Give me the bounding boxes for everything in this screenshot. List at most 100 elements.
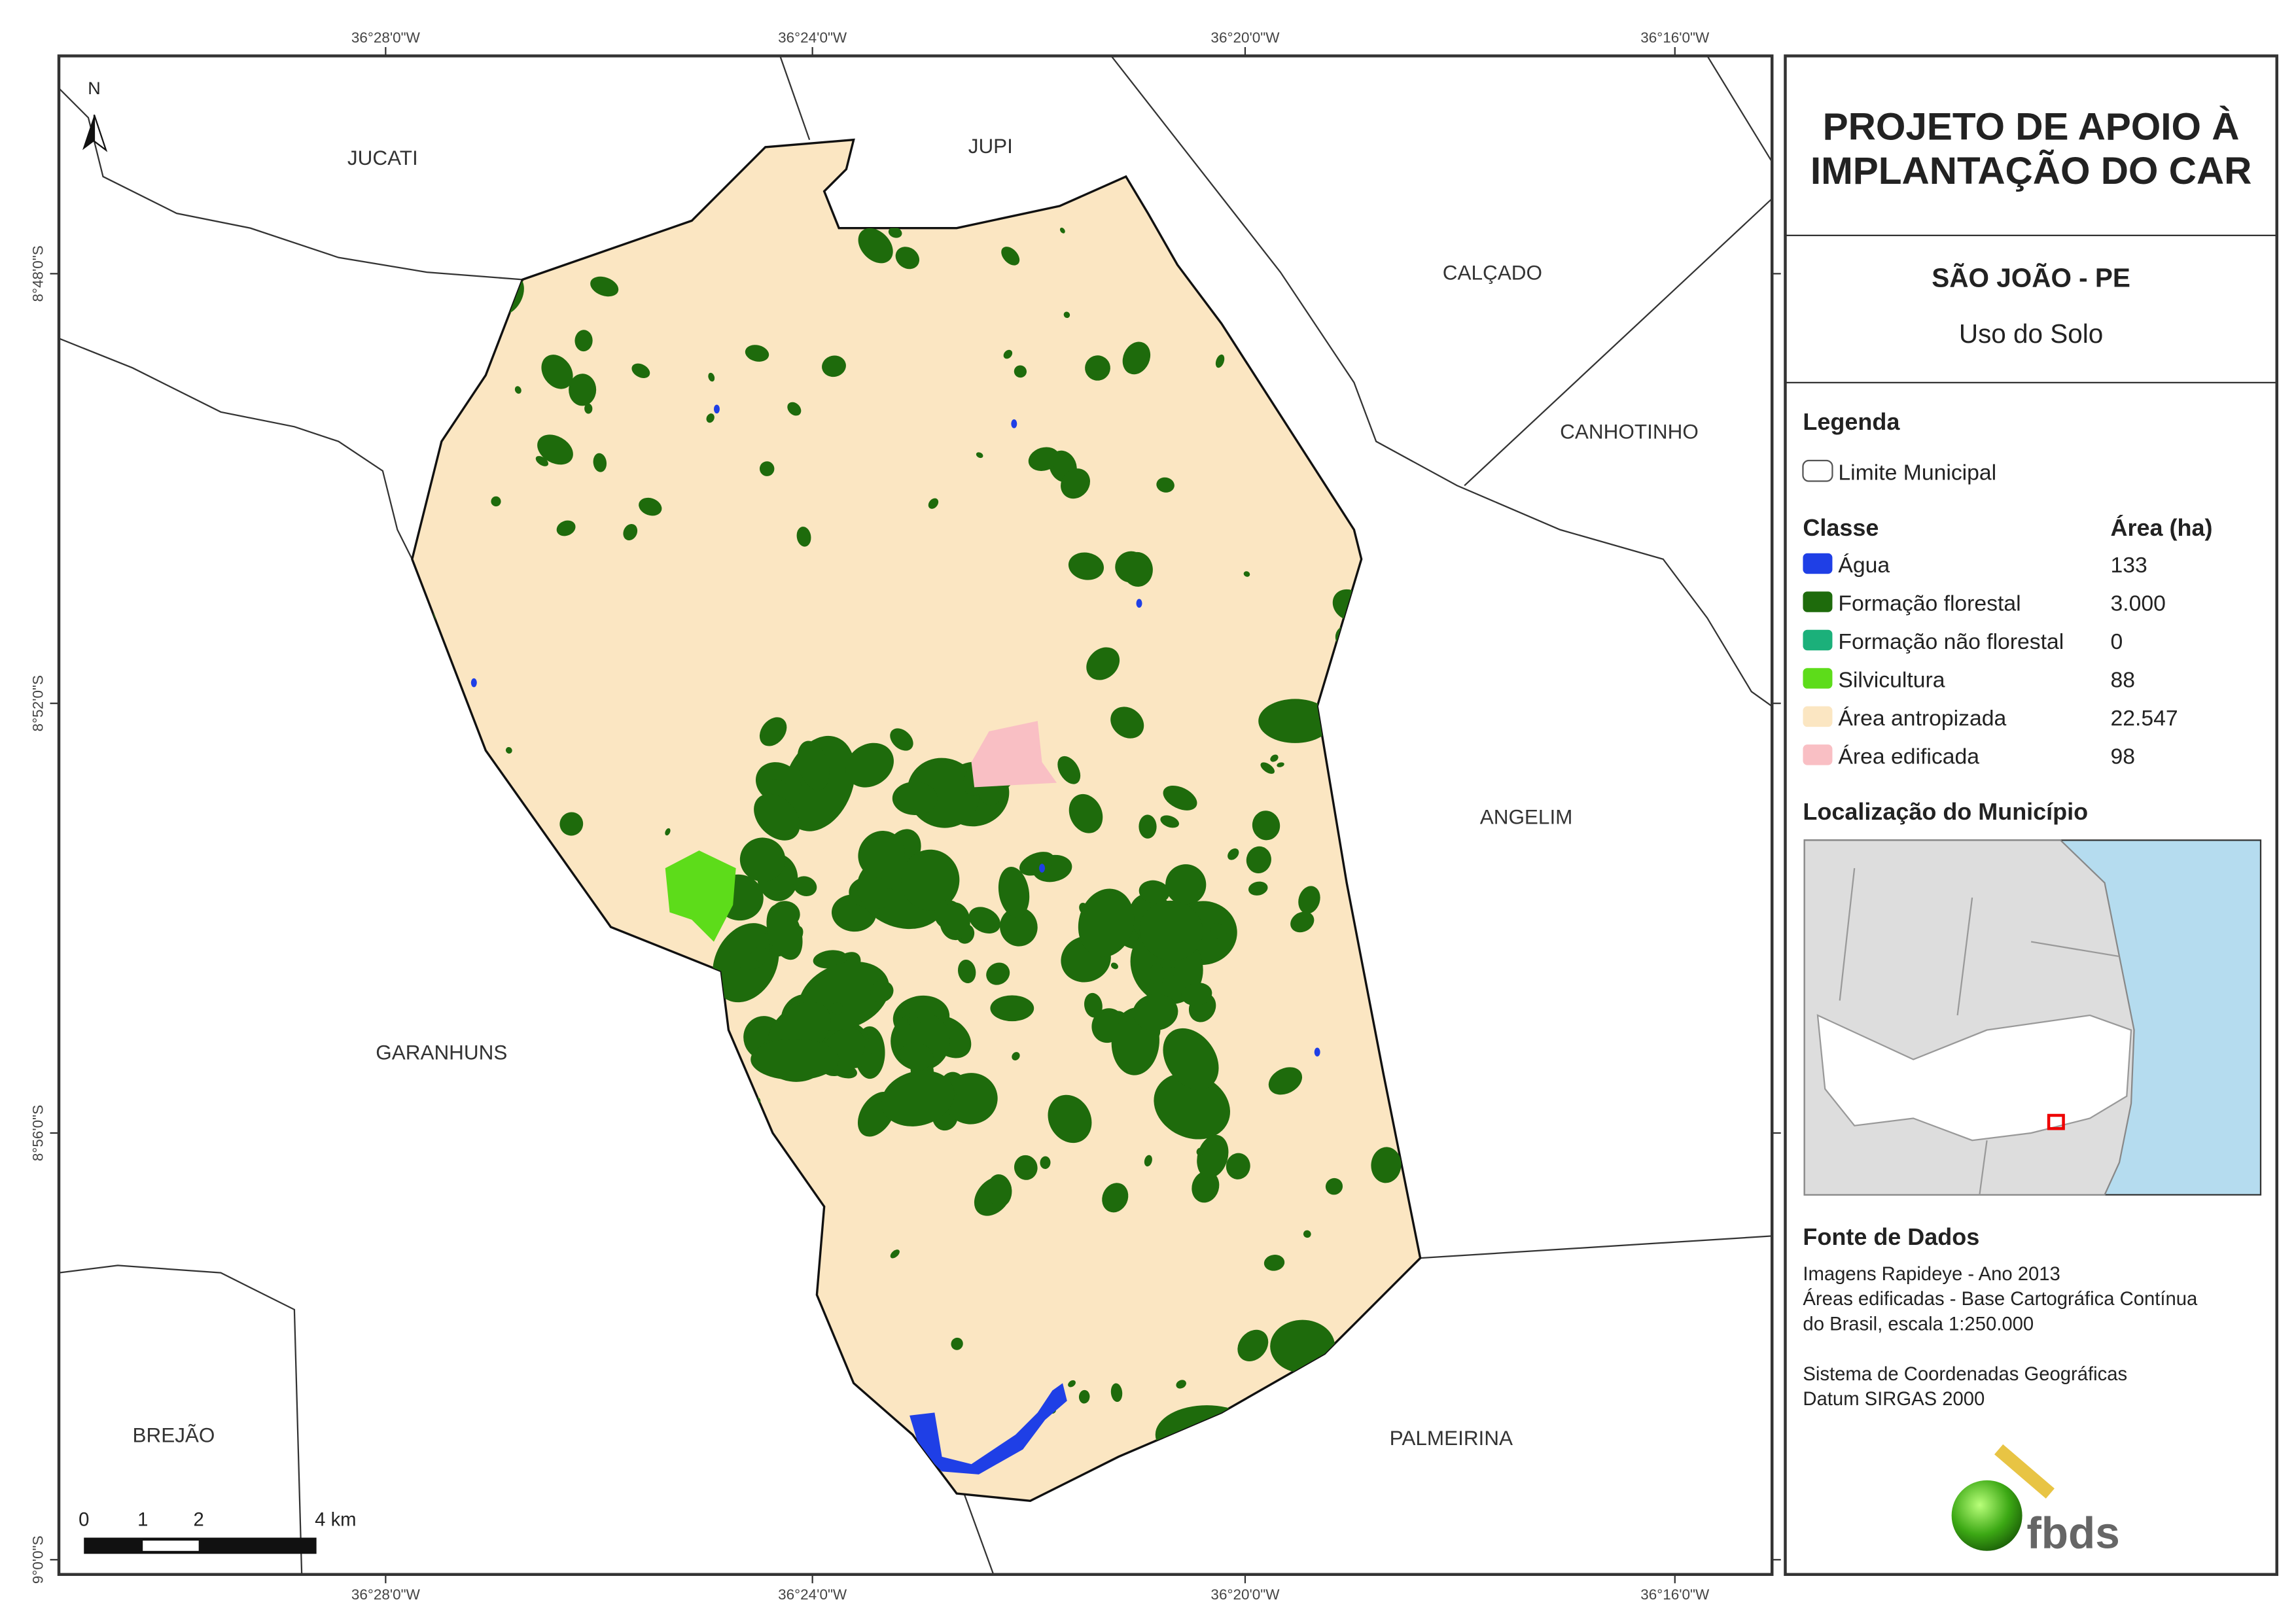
scale-label: 1 [137, 1510, 148, 1531]
source-line: Sistema de Coordenadas Geográficas [1803, 1364, 2127, 1385]
lon-tick-label: 36°20'0"W [1210, 1586, 1280, 1603]
lon-tick-label: 36°24'0"W [778, 29, 847, 46]
forest-patch [890, 1249, 900, 1259]
silviculture [665, 850, 736, 942]
municipality-label: BREJÃO [132, 1423, 215, 1446]
forest-patch [1210, 923, 1227, 939]
forest-patch [623, 523, 638, 541]
forest-patch [1150, 963, 1165, 986]
forest-patch [858, 831, 905, 879]
lat-tick-label: 9°0'0"S [29, 1535, 46, 1584]
forest-patch [1085, 355, 1110, 381]
forest-patch [541, 355, 573, 389]
forest-patch [593, 453, 607, 472]
forest-patch [1068, 552, 1104, 580]
forest-patch [796, 527, 811, 547]
forest-patch [1268, 1067, 1303, 1095]
water-patch [1136, 599, 1142, 608]
forest-patch [928, 498, 939, 509]
forest-patch [830, 1002, 843, 1015]
water-patch [1314, 1047, 1320, 1057]
forest-patch [813, 950, 847, 969]
legend-area: 133 [2111, 553, 2147, 578]
forest-patch [1181, 983, 1212, 1006]
forest-patch [1078, 888, 1135, 958]
legend-area: 88 [2111, 667, 2136, 692]
title-line: PROJETO DE APOIO À [1823, 105, 2240, 148]
lat-tick-label: 8°52'0"S [29, 675, 46, 731]
forest-patch [514, 386, 521, 394]
forest-patch [754, 794, 800, 841]
forest-patch [708, 372, 715, 382]
forest-patch [1110, 1383, 1123, 1403]
source-line: Áreas edificadas - Base Cartográfica Con… [1803, 1288, 2198, 1310]
area-header: Área (ha) [2111, 514, 2213, 541]
forest-patch [1110, 962, 1118, 969]
forest-patch [1028, 447, 1059, 471]
forest-patch [745, 345, 769, 362]
lon-tick-label: 36°28'0"W [351, 29, 421, 46]
municipality-label: CALÇADO [1443, 260, 1542, 284]
forest-patch [1019, 852, 1055, 876]
scale-bar [84, 1537, 317, 1554]
forest-patch [939, 902, 970, 941]
legend-class: Formação não florestal [1838, 629, 2064, 654]
water-patch [1039, 864, 1046, 873]
forest-patch [1139, 880, 1170, 904]
forest-patch [537, 434, 573, 465]
forest-patch [999, 907, 1038, 947]
forest-patch [968, 907, 1000, 934]
forest-patch [1110, 707, 1144, 739]
forest-patch [1169, 966, 1176, 977]
forest-patch [1192, 1170, 1220, 1203]
forest-patch [556, 520, 576, 536]
forest-patch [1144, 1155, 1152, 1167]
water-patch [470, 678, 477, 688]
forest-patch [1048, 1094, 1092, 1143]
forest-patch [1165, 864, 1207, 905]
forest-patch [1163, 785, 1197, 811]
forest-patch [1227, 848, 1239, 860]
forest-patch [998, 867, 1030, 918]
scale-label: 4 km [315, 1510, 356, 1531]
forest-patch [1069, 794, 1103, 833]
forest-patch [1061, 468, 1090, 499]
forest-patch [706, 413, 715, 423]
forest-patch [569, 374, 597, 406]
legend-class: Água [1838, 553, 1890, 578]
forest-patch [1040, 1156, 1051, 1169]
lat-tick-label: 8°48'0"S [29, 245, 46, 302]
lon-tick-label: 36°16'0"W [1640, 29, 1710, 46]
forest-patch [1270, 754, 1279, 762]
legend-class: Área antropizada [1838, 706, 2006, 731]
forest-patch [1298, 886, 1320, 914]
forest-patch [574, 330, 593, 352]
forest-patch [1115, 551, 1148, 583]
title-line: IMPLANTAÇÃO DO CAR [1810, 149, 2252, 192]
legend-area: 22.547 [2111, 706, 2178, 731]
forest-patch [1258, 699, 1332, 743]
north-arrow: N [82, 79, 108, 152]
legend-swatch [1803, 553, 1833, 574]
water-patch [713, 404, 720, 414]
north-label: N [88, 79, 101, 98]
forest-patch [976, 452, 983, 459]
forest-patch [505, 747, 512, 754]
logo-text: fbds [2026, 1509, 2119, 1558]
forest-patch [797, 741, 830, 790]
forest-patch [870, 981, 894, 1003]
forest-patch [1102, 1183, 1129, 1213]
forest-patch [845, 742, 894, 788]
water [910, 1383, 1067, 1475]
lon-tick-label: 36°24'0"W [778, 1586, 847, 1603]
forest-patch [590, 276, 619, 297]
forest-patch [639, 497, 662, 516]
forest-patch [899, 1042, 934, 1070]
forest-patch [1079, 903, 1089, 915]
municipality-label: JUPI [968, 134, 1013, 158]
forest-patch [1252, 811, 1280, 841]
source-line: Datum SIRGAS 2000 [1803, 1389, 1985, 1410]
municipality-label: JUCATI [347, 146, 418, 169]
scale-label: 2 [194, 1510, 204, 1531]
